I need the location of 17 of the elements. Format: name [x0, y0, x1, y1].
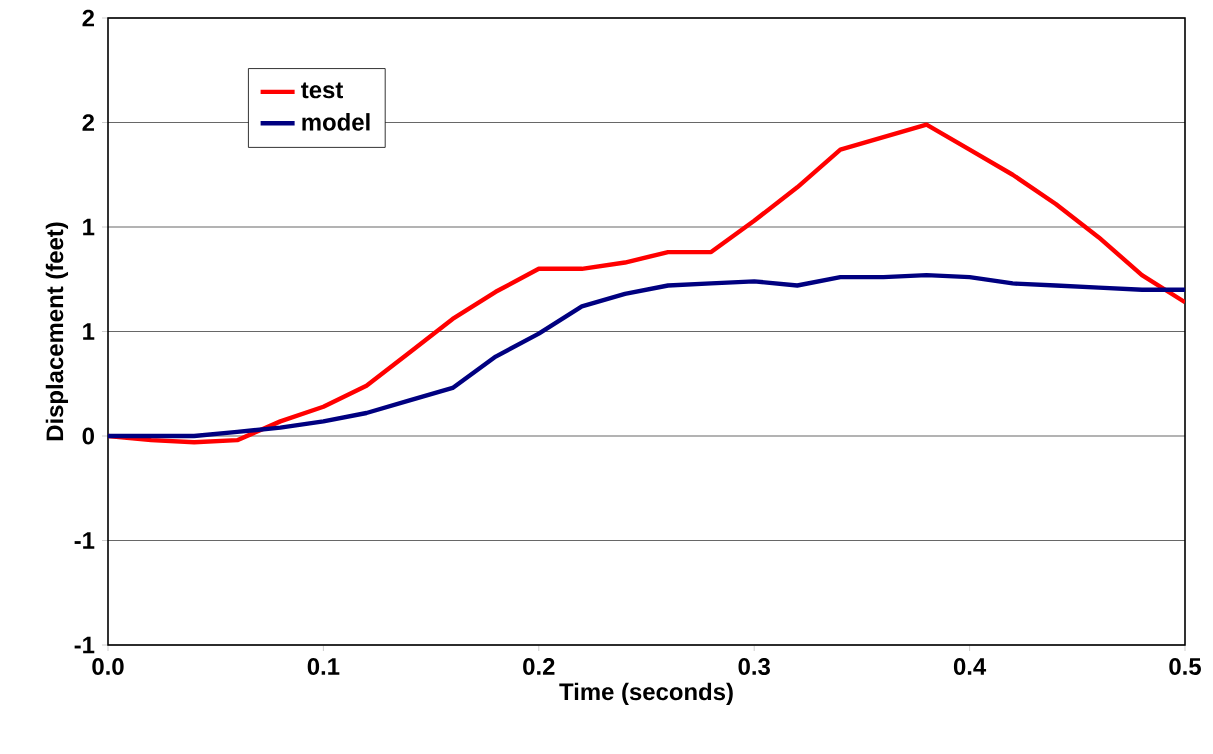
x-tick-label: 0.4	[953, 658, 987, 675]
y-tick-label: 2	[82, 114, 95, 131]
x-axis-title: Time (seconds)	[559, 682, 733, 705]
x-tick-label: 0.3	[738, 658, 770, 676]
y-tick-label: 1	[83, 323, 95, 340]
y-tick-label: 1	[83, 218, 95, 236]
y-axis-title: Displacement (feet)	[45, 222, 69, 441]
y-tick-label: 0	[82, 427, 94, 445]
x-tick-label: 0.0	[92, 658, 124, 675]
x-tick-label: 0.2	[523, 658, 555, 675]
legend-label: test	[301, 82, 344, 99]
legend-label: model	[302, 113, 370, 131]
x-tick-label: 0.5	[1169, 658, 1201, 675]
y-tick-label: -1	[74, 532, 95, 549]
y-tick-label: -1	[74, 636, 95, 654]
x-tick-label: 0.1	[307, 658, 340, 675]
y-tick-label: 2	[82, 9, 95, 27]
